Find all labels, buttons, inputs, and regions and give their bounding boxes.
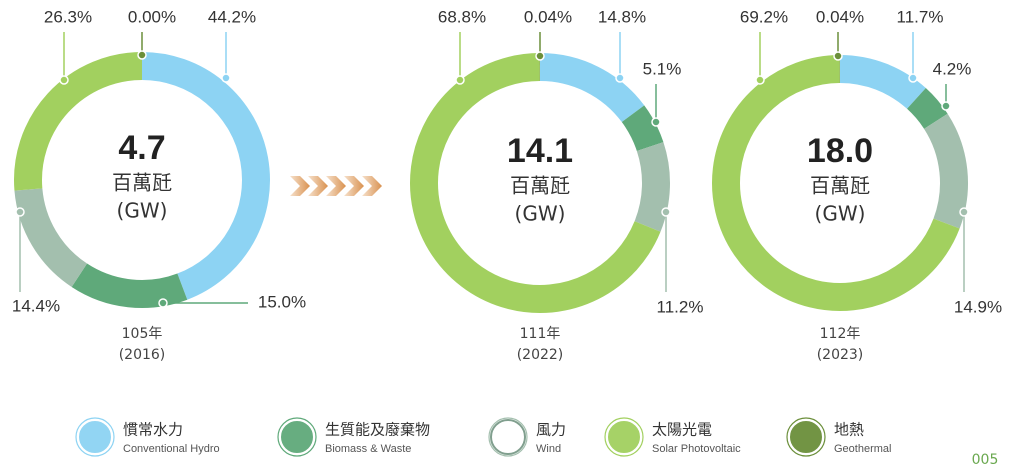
value-label: 4.2% — [933, 59, 972, 78]
leader-dot — [455, 75, 465, 85]
donut-segment — [839, 55, 926, 110]
donut-segment — [634, 142, 670, 232]
leader-dot — [535, 51, 545, 61]
donut-segment — [712, 55, 960, 311]
donut-segment — [906, 88, 948, 130]
value-label: 15.0% — [258, 292, 306, 311]
center-unit-en: (GW) — [515, 202, 566, 226]
leader-dot — [221, 73, 231, 83]
legend-label-en: Wind — [536, 443, 561, 455]
value-label: 0.00% — [128, 7, 176, 26]
legend-icon — [77, 419, 113, 455]
value-label: 0.04% — [816, 7, 864, 26]
donut-segment — [410, 53, 661, 313]
legend-label: 慣常水力 — [123, 421, 183, 439]
value-label: 26.3% — [44, 7, 92, 26]
value-label: 11.7% — [897, 7, 944, 26]
legend-label: 地熱 — [834, 421, 864, 439]
legend-label-en: Solar Photovoltaic — [652, 443, 741, 455]
donut-segment — [539, 53, 645, 123]
value-label: 44.2% — [208, 7, 256, 26]
center-value: 4.7 — [118, 129, 165, 167]
legend-icon-ring — [488, 417, 528, 457]
center-unit: 百萬瓩 — [510, 174, 570, 198]
leader-dot — [755, 75, 765, 85]
donut-segment — [621, 105, 664, 152]
year-ad: (2022) — [517, 347, 564, 363]
legend-icon — [788, 419, 824, 455]
value-label: 69.2% — [740, 7, 788, 26]
legend-icon-ring — [277, 417, 317, 457]
legend-icon-ring — [604, 417, 644, 457]
leader-dot — [959, 207, 969, 217]
legend-icon-ring — [786, 417, 826, 457]
legend-icon-ring — [75, 417, 115, 457]
legend-icon — [490, 419, 526, 455]
year: 105年 — [122, 326, 163, 342]
value-label: 5.1% — [643, 59, 682, 78]
leader-dot — [651, 117, 661, 127]
center-unit-en: (GW) — [815, 202, 866, 226]
leader-dot — [15, 207, 25, 217]
legend-label: 風力 — [536, 421, 566, 439]
center-unit: 百萬瓩 — [810, 174, 870, 198]
legend-icon — [279, 419, 315, 455]
center-value: 18.0 — [807, 132, 873, 170]
leader-dot — [137, 50, 147, 60]
year: 112年 — [820, 326, 861, 342]
legend-label-en: Conventional Hydro — [123, 443, 220, 455]
center-unit: 百萬瓩 — [112, 171, 172, 195]
value-label: 14.8% — [598, 7, 646, 26]
value-label: 0.04% — [524, 7, 572, 26]
value-label: 14.9% — [954, 297, 1002, 316]
page-number: 005 — [972, 452, 999, 468]
leader-dot — [941, 101, 951, 111]
year-ad: (2016) — [119, 347, 166, 363]
legend-label-en: Biomass & Waste — [325, 443, 411, 455]
leader-dot — [615, 73, 625, 83]
value-label: 14.4% — [12, 296, 60, 315]
legend-icon — [606, 419, 642, 455]
leader-dot — [833, 51, 843, 61]
donut-segment — [923, 113, 968, 229]
center-value: 14.1 — [507, 132, 573, 170]
legend-label: 生質能及廢棄物 — [325, 421, 430, 439]
arrows — [290, 176, 382, 196]
value-label: 68.8% — [438, 7, 486, 26]
leader-dot — [59, 75, 69, 85]
year-ad: (2023) — [817, 347, 864, 363]
legend-label-en: Geothermal — [834, 443, 891, 455]
donut-segment — [141, 52, 270, 300]
donut-segment — [71, 263, 188, 308]
donut-segment — [14, 52, 143, 191]
center-unit-en: (GW) — [117, 199, 168, 223]
leader-dot — [908, 73, 918, 83]
value-label: 11.2% — [657, 297, 704, 316]
legend-label: 太陽光電 — [652, 421, 712, 439]
leader-dot — [661, 207, 671, 217]
leader-dot — [158, 298, 168, 308]
year: 111年 — [520, 326, 561, 342]
donut-segment — [14, 187, 88, 287]
